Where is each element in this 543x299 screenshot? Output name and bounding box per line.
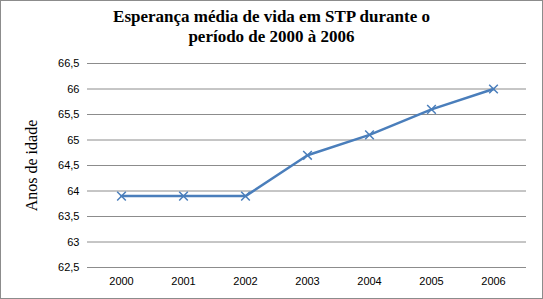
svg-text:63,5: 63,5 <box>58 210 79 222</box>
svg-text:Anos de idade: Anos de idade <box>23 120 40 212</box>
svg-text:2000: 2000 <box>109 275 133 287</box>
svg-text:66: 66 <box>67 83 79 95</box>
svg-text:64: 64 <box>67 185 79 197</box>
svg-text:64,5: 64,5 <box>58 159 79 171</box>
svg-text:2002: 2002 <box>233 275 257 287</box>
svg-text:66,5: 66,5 <box>58 57 79 69</box>
svg-text:2005: 2005 <box>419 275 443 287</box>
svg-text:2004: 2004 <box>357 275 381 287</box>
svg-text:2001: 2001 <box>171 275 195 287</box>
html-text:Esperança média de vida em STP: Esperança média de vida em STP durante o… <box>113 7 430 46</box>
svg-text:65,5: 65,5 <box>58 108 79 120</box>
svg-text:63: 63 <box>67 236 79 248</box>
svg-text:62,5: 62,5 <box>58 261 79 273</box>
svg-text:2006: 2006 <box>481 275 505 287</box>
svg-text:65: 65 <box>67 134 79 146</box>
svg-text:2003: 2003 <box>295 275 319 287</box>
